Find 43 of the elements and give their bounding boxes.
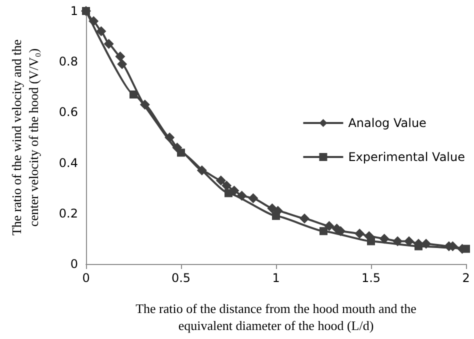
point	[88, 16, 99, 26]
x-axis-title: The ratio of the distance from the hood mouth and the equivalent diameter of the hood (L/d)	[136, 301, 417, 333]
point	[248, 193, 258, 204]
point	[104, 38, 114, 49]
point	[164, 132, 175, 142]
point	[421, 238, 432, 249]
point	[404, 236, 414, 246]
point	[367, 237, 375, 246]
point	[130, 90, 138, 98]
point	[177, 148, 185, 157]
y-tick-label: 0.8	[58, 54, 78, 69]
point	[300, 213, 310, 224]
point	[320, 227, 328, 236]
point	[222, 180, 232, 191]
point	[117, 59, 128, 70]
point	[272, 212, 280, 220]
point	[224, 189, 232, 198]
point	[96, 26, 106, 36]
y-axis-title: The ratio of the wind velocity and the center velocity of the hood (V/V₀)	[9, 39, 41, 236]
x-tick-label: 2	[462, 271, 470, 285]
point	[379, 234, 390, 244]
x-tick-label: 0.5	[171, 271, 191, 285]
x-tick-label: 1.5	[361, 271, 381, 285]
legend-label: Analog Value	[348, 116, 426, 130]
y-tick-label: 0.6	[58, 105, 78, 120]
point	[140, 100, 150, 110]
point	[354, 228, 365, 239]
point	[462, 244, 470, 253]
legend-label: Experimental Value	[348, 150, 466, 164]
x-tick-label: 1	[272, 271, 280, 285]
x-tick-label: 0	[82, 271, 90, 285]
y-tick-label: 0	[70, 257, 78, 271]
y-tick-label: 1	[70, 4, 78, 18]
y-tick-label: 0.2	[58, 206, 78, 220]
point	[82, 7, 90, 15]
point	[324, 221, 334, 232]
point	[196, 165, 207, 176]
y-tick-label: 0.4	[58, 156, 78, 170]
point	[414, 242, 422, 250]
point	[392, 236, 403, 246]
point	[115, 52, 126, 62]
point	[236, 190, 247, 201]
point	[216, 176, 226, 186]
